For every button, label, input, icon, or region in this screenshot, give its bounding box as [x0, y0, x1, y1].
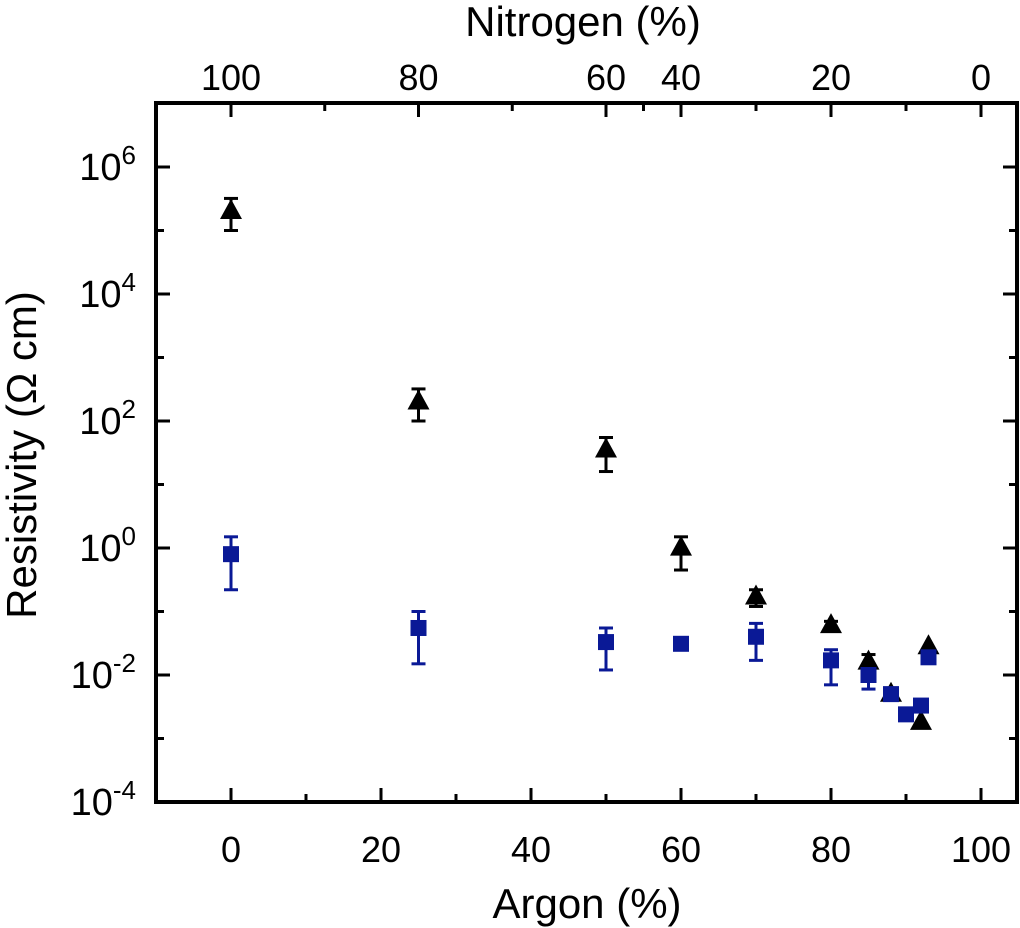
x2-axis-label: Nitrogen (%) — [465, 0, 701, 45]
x-tick-label: 60 — [661, 829, 701, 870]
x2-tick-label: 40 — [661, 57, 701, 98]
square-marker — [673, 635, 689, 652]
square-marker — [898, 706, 914, 723]
x2-tick-label: 100 — [201, 57, 261, 98]
triangle-marker — [857, 649, 880, 670]
square-marker — [913, 697, 929, 714]
y-tick-label: 10-4 — [71, 775, 136, 824]
y-tick-label: 10-2 — [71, 648, 136, 697]
triangle-marker — [745, 584, 767, 605]
x2-tick-label: 60 — [586, 57, 626, 98]
x-tick-label: 0 — [221, 829, 241, 870]
square-marker — [598, 634, 614, 651]
data-markers — [220, 198, 940, 730]
square-marker — [823, 652, 839, 669]
x2-tick-labels: 100 80 60 40 20 0 — [201, 57, 991, 98]
x2-tick-label: 20 — [811, 57, 851, 98]
y-axis-label: Resistivity (Ω cm) — [0, 291, 45, 619]
square-marker — [223, 546, 239, 563]
x-tick-label: 80 — [811, 829, 851, 870]
tick-marks — [156, 102, 1017, 804]
triangle-marker — [820, 613, 842, 634]
plot-frame — [154, 101, 1019, 804]
x-tick-labels: 0 20 40 60 80 100 — [221, 829, 1011, 870]
x-tick-label: 40 — [511, 829, 551, 870]
square-marker — [860, 667, 877, 683]
x-tick-label: 20 — [361, 829, 401, 870]
y-tick-label: 100 — [79, 521, 136, 570]
x-tick-label: 100 — [951, 829, 1011, 870]
y-tick-label: 106 — [79, 140, 136, 189]
square-marker — [748, 628, 764, 645]
triangle-marker — [407, 389, 430, 410]
y-tick-label: 102 — [79, 394, 136, 443]
triangle-marker — [595, 437, 617, 458]
square-marker — [410, 619, 427, 636]
x2-tick-label: 80 — [398, 57, 438, 98]
error-bars — [224, 196, 898, 702]
triangle-marker — [220, 198, 242, 219]
triangle-marker — [917, 634, 940, 655]
square-marker — [920, 649, 937, 666]
square-marker — [883, 686, 899, 703]
y-tick-label: 104 — [79, 267, 136, 316]
x2-tick-label: 0 — [971, 57, 991, 98]
y-tick-labels: 106 104 102 100 10-2 10-4 — [71, 140, 136, 824]
x-axis-label: Argon (%) — [492, 880, 681, 927]
triangle-marker — [910, 709, 932, 730]
triangle-marker — [670, 535, 692, 556]
